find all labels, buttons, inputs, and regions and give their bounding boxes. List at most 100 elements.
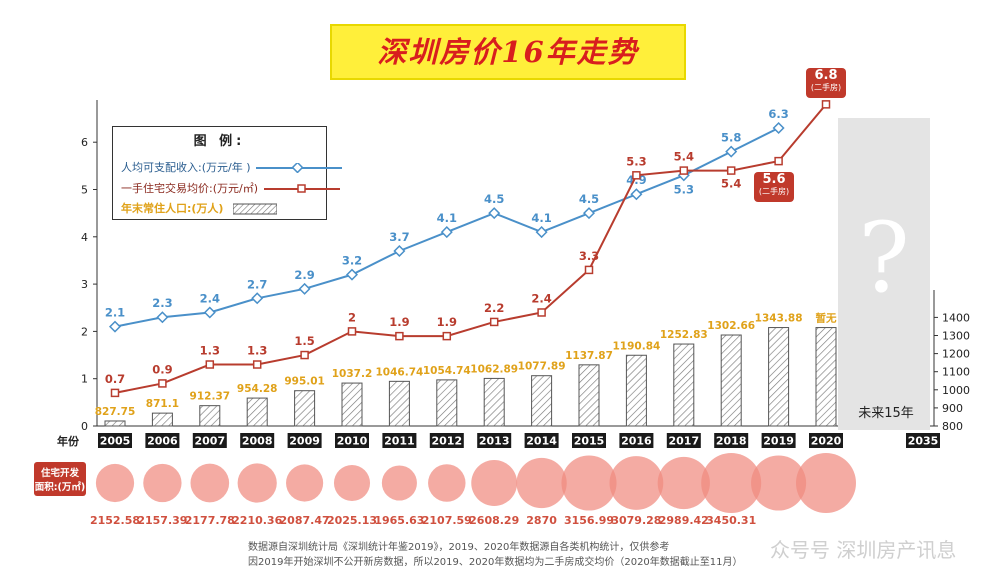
income-point: [440, 226, 453, 239]
income-point: [535, 226, 548, 239]
legend-title: 图 例:: [193, 134, 246, 149]
area-circle: [237, 463, 277, 503]
population-label: 1037.2: [332, 368, 373, 380]
area-circle: [95, 463, 135, 503]
y-tick-label: 3: [81, 278, 88, 291]
year-label: 2018: [716, 435, 747, 448]
y2-tick-label: 1200: [942, 348, 970, 361]
price-point: [774, 156, 783, 166]
year-label: 2010: [337, 435, 368, 448]
price-label: 1.5: [294, 334, 314, 348]
population-label: 1252.83: [660, 329, 708, 341]
income-label: 2.4: [200, 291, 220, 305]
y2-tick-label: 1100: [942, 366, 970, 379]
y2-tick-label: 1300: [942, 330, 970, 343]
price-point: [489, 317, 499, 327]
y-tick-label: 5: [81, 184, 88, 197]
income-point: [488, 207, 501, 220]
area-label: 2870: [526, 514, 557, 527]
area-circle: [657, 456, 710, 510]
y2-tick-label: 1000: [942, 384, 970, 397]
income-label: 4.1: [437, 211, 457, 225]
year-label: 2012: [431, 435, 462, 448]
income-point: [156, 311, 169, 324]
price-point: [205, 360, 215, 369]
price-2020-tag: 6.8 (二手房): [806, 68, 846, 98]
income-label: 3.7: [389, 230, 409, 244]
price-line: [114, 103, 827, 394]
population-bar: [341, 382, 363, 427]
price-point: [347, 327, 357, 336]
population-bar: [531, 375, 553, 427]
year-box: [192, 433, 227, 448]
price-point: [632, 171, 641, 180]
population-label: 1137.87: [565, 350, 613, 362]
price-label: 2.2: [484, 301, 504, 315]
legend-item-price: 一手住宅交易均价:(万元/㎡): [121, 180, 340, 196]
source-note-line1: 数据源自深圳统计局《深圳统计年鉴2019》，2019、2020年数据源自各类机构…: [248, 542, 670, 553]
price-label: 5.4: [721, 177, 741, 191]
year-box: [906, 433, 940, 448]
future-band: [838, 118, 930, 430]
income-point: [251, 292, 264, 305]
income-label: 5.3: [674, 182, 694, 196]
population-bar: [720, 334, 742, 427]
year-row-label-bg: [52, 433, 82, 448]
population-bar: [388, 380, 410, 427]
population-bar: [294, 390, 316, 427]
income-label: 2.3: [152, 296, 172, 310]
area-row-label-bg: [34, 462, 86, 496]
y2-tick-label: 900: [942, 402, 963, 415]
legend-population-label: 年末常住人口:(万人): [121, 202, 224, 215]
price-label: 1.9: [437, 315, 457, 329]
income-label: 2.1: [105, 306, 125, 320]
area-circle: [516, 457, 567, 509]
price-2020-tag-note: (二手房): [810, 83, 842, 92]
area-label: 2177.78: [185, 514, 235, 527]
population-bar: [104, 420, 126, 427]
year-box: [240, 433, 275, 448]
area-label: 2152.58: [90, 514, 140, 527]
income-label: 5.8: [721, 131, 741, 145]
price-point: [158, 379, 167, 388]
price-point: [821, 100, 831, 109]
year-box: [619, 433, 654, 448]
price-label: 0.9: [152, 362, 172, 376]
year-box: [761, 433, 796, 448]
population-label: 871.1: [146, 398, 179, 410]
legend-item-population: 年末常住人口:(万人): [121, 200, 278, 216]
year-label: 2008: [242, 435, 273, 448]
price-point: [442, 331, 452, 341]
population-bar: [246, 397, 268, 427]
population-label: 暂无: [816, 312, 837, 325]
area-label: 2608.29: [469, 514, 519, 527]
chart-title: 深圳房价16年走势: [377, 35, 639, 69]
year-box: [714, 433, 749, 448]
area-label: 2157.39: [137, 514, 187, 527]
area-label: 2025.13: [327, 514, 377, 527]
income-point: [772, 121, 785, 135]
y-tick-label: 0: [81, 420, 88, 433]
area-circle: [471, 460, 518, 506]
price-label: 5.4: [674, 150, 694, 164]
income-label: 4.5: [484, 192, 504, 206]
price-point: [537, 308, 546, 317]
legend-income-swatch: [256, 161, 342, 174]
population-bar: [625, 354, 647, 427]
year-box: [666, 433, 701, 448]
year-label: 2015: [574, 435, 605, 448]
y-tick-label: 2: [81, 325, 88, 338]
area-circle: [286, 464, 324, 502]
area-circle: [751, 455, 807, 511]
area-label: 3450.31: [706, 514, 756, 527]
year-box: [287, 433, 322, 448]
population-label: 1054.74: [423, 365, 471, 377]
population-bar: [151, 412, 173, 427]
year-label: 2020: [811, 435, 842, 448]
population-label: 1343.88: [755, 313, 803, 325]
income-point: [630, 188, 643, 201]
price-2019-tag-value: 5.6: [762, 172, 786, 187]
price-point: [584, 265, 594, 275]
year-box: [524, 433, 559, 448]
y-tick-label: 1: [81, 373, 88, 386]
